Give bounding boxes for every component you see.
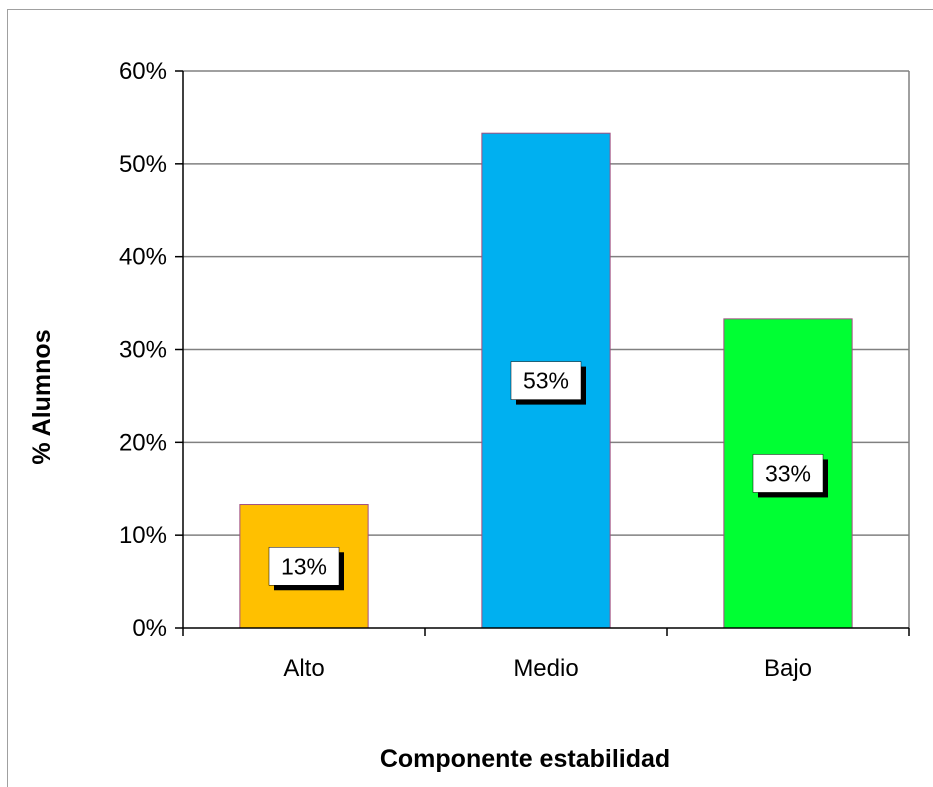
x-tick-label: Medio: [513, 655, 578, 682]
y-tick-label: 50%: [119, 151, 167, 178]
y-tick-label: 0%: [132, 615, 167, 642]
y-tick-label: 30%: [119, 337, 167, 364]
data-label-box: [510, 361, 582, 400]
data-labels: 13% 53% 33%: [268, 361, 828, 591]
data-label: 53%: [510, 361, 586, 405]
chart-frame: [7, 9, 933, 787]
y-axis-title: % Alumnos: [28, 329, 56, 464]
x-tick-label: Alto: [283, 655, 324, 682]
x-axis-title: Componente estabilidad: [380, 745, 670, 773]
data-label: 33%: [752, 454, 828, 498]
y-tick-label: 20%: [119, 429, 167, 456]
y-tick-label: 10%: [119, 522, 167, 549]
y-tick-label: 60%: [119, 58, 167, 85]
data-label-text: 33%: [765, 460, 811, 486]
axes: 0% 10% 20% 30% 40% 50% 60% Alto Medio Bajo: [119, 58, 910, 682]
data-label-text: 53%: [523, 368, 569, 394]
data-label-text: 13%: [281, 553, 327, 579]
y-tick-label: 40%: [119, 244, 167, 271]
data-label: 13%: [268, 547, 344, 591]
data-label-box: [268, 547, 340, 586]
x-tick-label: Bajo: [764, 655, 812, 682]
data-label-box: [752, 454, 824, 493]
